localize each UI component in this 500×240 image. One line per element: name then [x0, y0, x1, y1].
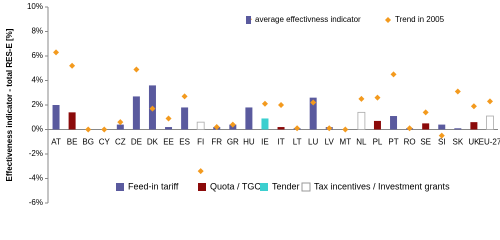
- trend-marker: [197, 168, 204, 175]
- legend-label: Quota / TGC: [210, 181, 261, 191]
- trend-marker: [165, 115, 172, 122]
- trend-marker: [374, 94, 381, 101]
- bar: [52, 105, 60, 130]
- bar: [196, 121, 205, 130]
- trend-marker: [326, 125, 333, 132]
- trend-marker: [133, 66, 140, 73]
- bar: [245, 107, 253, 130]
- trend-marker: [342, 126, 349, 133]
- x-tick-label: FI: [197, 138, 204, 147]
- y-tick-label: 8%: [31, 27, 43, 36]
- bar: [309, 97, 317, 130]
- y-tick-label: -6%: [29, 198, 43, 207]
- trend-marker: [213, 124, 220, 131]
- bar: [261, 118, 269, 130]
- y-tick-label: 10%: [27, 2, 43, 11]
- trend-marker: [229, 121, 236, 128]
- bar: [165, 127, 173, 130]
- trend-marker: [438, 132, 445, 139]
- bar: [438, 124, 446, 130]
- x-tick-label: EE: [163, 138, 174, 147]
- x-tick-label: UK: [468, 138, 480, 147]
- y-tick-label: 6%: [31, 51, 43, 60]
- x-tick-label: PL: [373, 138, 383, 147]
- legend-label: Tax incentives / Investment grants: [314, 181, 450, 191]
- x-tick-label: PT: [388, 138, 398, 147]
- x-tick-label: SI: [438, 138, 446, 147]
- x-tick-label: SK: [452, 138, 463, 147]
- trend-marker: [101, 126, 108, 133]
- legend-label: Trend in 2005: [395, 15, 445, 24]
- x-tick-label: GR: [227, 138, 239, 147]
- x-tick-label: AT: [51, 138, 61, 147]
- legend-swatch: [116, 183, 124, 191]
- bar: [422, 123, 430, 130]
- y-tick-label: -4%: [29, 174, 43, 183]
- trend-marker: [470, 103, 477, 110]
- y-tick-label: -2%: [29, 149, 43, 158]
- trend-marker: [69, 62, 76, 69]
- y-tick-label: 2%: [31, 100, 43, 109]
- legend-swatch: [198, 183, 206, 191]
- x-tick-label: LV: [325, 138, 335, 147]
- bar: [454, 128, 462, 130]
- bar: [132, 96, 140, 130]
- x-tick-label: DE: [131, 138, 142, 147]
- x-tick-label: BE: [67, 138, 78, 147]
- legend-swatch: [301, 182, 311, 192]
- x-tick-label: EU-27: [479, 138, 500, 147]
- trend-marker: [294, 125, 301, 132]
- bar: [181, 107, 189, 130]
- trend-marker: [310, 99, 317, 106]
- legend-label: average effectivness indicator: [255, 15, 361, 24]
- x-tick-label: BG: [82, 138, 94, 147]
- bar: [68, 112, 76, 130]
- y-tick-label: 0%: [31, 125, 43, 134]
- bar: [277, 127, 285, 130]
- trend-marker: [406, 125, 413, 132]
- trend-marker: [390, 71, 397, 78]
- x-tick-label: LU: [308, 138, 318, 147]
- trend-marker: [486, 98, 493, 105]
- bar: [390, 116, 398, 130]
- trend-marker: [278, 102, 285, 108]
- trend-marker: [149, 105, 156, 112]
- x-tick-label: ES: [179, 138, 190, 147]
- chart: Effectiveness indicator - total RES-E [%…: [5, 2, 500, 207]
- x-tick-label: NL: [356, 138, 367, 147]
- trend-marker: [85, 126, 92, 133]
- x-tick-label: DK: [147, 138, 159, 147]
- bar: [470, 122, 478, 130]
- x-tick-label: LT: [293, 138, 302, 147]
- legend-swatch: [385, 17, 391, 23]
- trend-marker: [261, 100, 268, 107]
- bar: [357, 111, 366, 130]
- y-tick-label: 4%: [31, 76, 43, 85]
- trend-marker: [358, 95, 365, 102]
- y-axis-title: Effectiveness indicator - total RES-E [%…: [5, 28, 14, 181]
- x-tick-label: RO: [404, 138, 416, 147]
- legend-swatch: [246, 16, 251, 24]
- trend-marker: [422, 109, 429, 116]
- x-tick-label: MT: [340, 138, 352, 147]
- bar: [486, 115, 494, 130]
- x-tick-label: IE: [261, 138, 269, 147]
- legend-swatch: [260, 183, 268, 191]
- x-tick-label: CZ: [115, 138, 126, 147]
- trend-marker: [117, 119, 124, 126]
- trend-marker: [454, 88, 461, 95]
- bar: [373, 120, 381, 130]
- x-tick-label: HU: [243, 138, 255, 147]
- trend-marker: [181, 93, 188, 100]
- legend-label: Tender: [272, 181, 300, 191]
- x-tick-label: IT: [277, 138, 284, 147]
- x-tick-label: CY: [99, 138, 111, 147]
- legend-label: Feed-in tariff: [128, 181, 179, 191]
- trend-marker: [53, 49, 60, 56]
- x-tick-label: SE: [420, 138, 431, 147]
- x-tick-label: FR: [211, 138, 222, 147]
- bar: [116, 124, 124, 130]
